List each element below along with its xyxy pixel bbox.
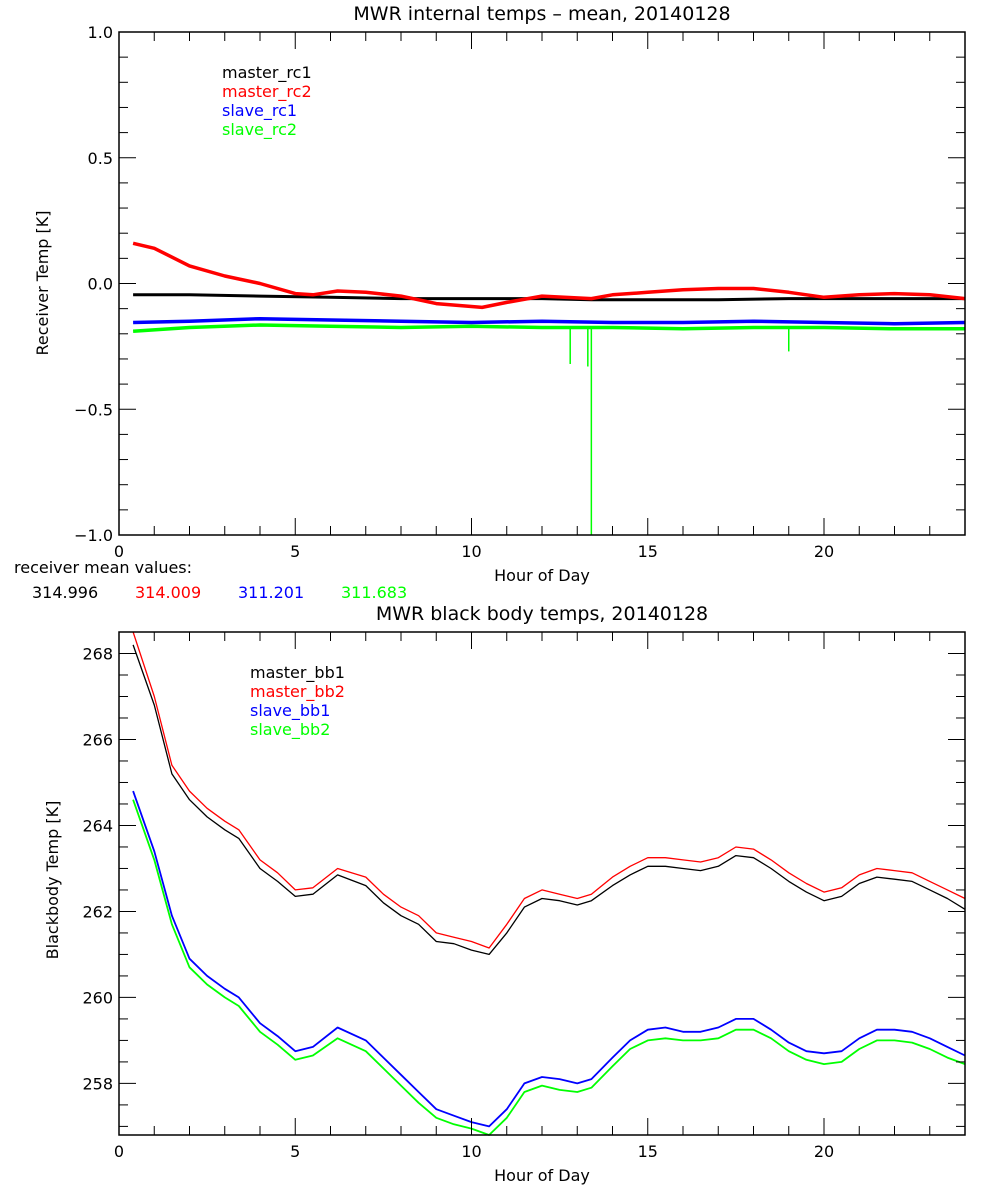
y-tick-label: 1.0 — [88, 23, 113, 42]
mean-value: 314.996 — [32, 583, 98, 602]
x-tick-label: 15 — [638, 1142, 658, 1161]
mean-value: 311.201 — [238, 583, 304, 602]
series-line-slave-bb1 — [132, 790, 966, 1128]
legend-item-slave-bb2: slave_bb2 — [250, 720, 330, 740]
series-group — [132, 631, 966, 1136]
chart-title: MWR black body temps, 20140128 — [376, 603, 708, 625]
y-tick-label: 266 — [82, 730, 113, 749]
x-tick-label: 5 — [290, 1142, 300, 1161]
legend-item-master-bb2: master_bb2 — [250, 682, 345, 702]
x-axis-label: Hour of Day — [494, 1166, 590, 1185]
series-line-master-bb1 — [132, 644, 966, 956]
y-tick-label: 264 — [82, 816, 113, 835]
legend-item-master-bb1: master_bb1 — [250, 663, 345, 683]
series-line-master-bb2 — [132, 631, 966, 949]
y-tick-label: −1.0 — [74, 526, 113, 545]
x-tick-labels: 0 5 10 15 20 — [114, 542, 834, 561]
y-tick-label: 262 — [82, 902, 113, 921]
x-tick-label: 0 — [114, 1142, 124, 1161]
legend-item-slave-bb1: slave_bb1 — [250, 701, 330, 721]
series-line-slave-bb2 — [132, 799, 966, 1136]
y-tick-labels: 258 260 262 264 266 268 — [82, 644, 113, 1093]
x-axis-label: Hour of Day — [494, 566, 590, 585]
legend-item-slave-rc1: slave_rc1 — [222, 101, 297, 121]
legend-item-master-rc1: master_rc1 — [222, 63, 312, 83]
y-tick-labels: −1.0 −0.5 0.0 0.5 1.0 — [74, 23, 113, 545]
mean-values: 314.996 314.009 311.201 311.683 — [32, 583, 407, 602]
mean-values-label: receiver mean values: — [14, 558, 192, 577]
series-line-master-rc2 — [132, 241, 966, 310]
series-line-slave-rc2 — [132, 323, 965, 334]
x-tick-label: 20 — [814, 542, 834, 561]
axis-ticks — [118, 31, 966, 536]
y-tick-label: 260 — [82, 988, 113, 1007]
mean-value: 314.009 — [135, 583, 201, 602]
y-tick-label: −0.5 — [74, 400, 113, 419]
x-tick-label: 0 — [114, 542, 124, 561]
series-line-slave-rc1 — [133, 316, 966, 326]
receiver-temp-panel: MWR internal temps – mean, 20140128 0 5 10… — [14, 3, 966, 602]
x-tick-label: 10 — [461, 1142, 481, 1161]
y-tick-label: 0.0 — [88, 275, 113, 294]
x-tick-label: 20 — [814, 1142, 834, 1161]
x-tick-labels: 0 5 10 15 20 — [114, 1142, 834, 1161]
series-group — [132, 241, 966, 535]
y-axis-label: Receiver Temp [K] — [33, 210, 52, 355]
mean-value: 311.683 — [341, 583, 407, 602]
axis-ticks — [118, 631, 966, 1135]
x-tick-label: 5 — [290, 542, 300, 561]
x-tick-label: 15 — [638, 542, 658, 561]
legend-item-slave-rc2: slave_rc2 — [222, 120, 297, 140]
y-tick-label: 258 — [82, 1074, 113, 1093]
blackbody-temp-panel: MWR black body temps, 20140128 0 5 10 15 20 … — [43, 603, 966, 1185]
series-line-master-rc1 — [133, 293, 965, 302]
y-tick-label: 268 — [82, 644, 113, 663]
x-tick-label: 10 — [461, 542, 481, 561]
legend-item-master-rc2: master_rc2 — [222, 82, 312, 102]
y-axis-label: Blackbody Temp [K] — [43, 801, 62, 960]
plot-frame — [118, 631, 966, 1136]
y-tick-label: 0.5 — [88, 149, 113, 168]
chart-title: MWR internal temps – mean, 20140128 — [353, 3, 730, 25]
